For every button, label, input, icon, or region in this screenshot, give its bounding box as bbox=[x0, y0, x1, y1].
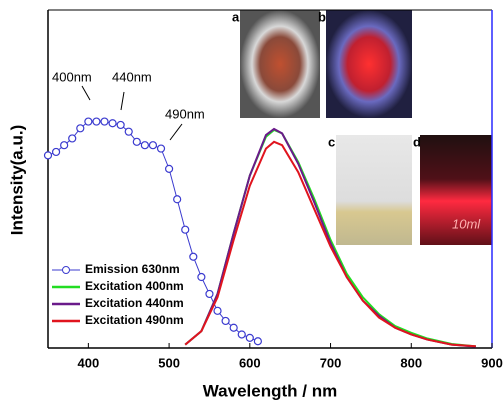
annotation: 490nm bbox=[165, 106, 205, 121]
point bbox=[101, 118, 108, 125]
legend-label: Excitation 440nm bbox=[85, 296, 184, 310]
point bbox=[182, 226, 189, 233]
annotation: 400nm bbox=[52, 69, 92, 84]
point bbox=[125, 128, 132, 135]
point bbox=[141, 142, 148, 149]
point bbox=[206, 290, 213, 297]
point bbox=[198, 274, 205, 281]
arrow bbox=[170, 124, 182, 140]
point bbox=[190, 253, 197, 260]
point bbox=[214, 307, 221, 314]
legend-label: Emission 630nm bbox=[85, 262, 180, 276]
point bbox=[69, 135, 76, 142]
x-tick-label: 500 bbox=[158, 355, 180, 370]
legend-label: Excitation 400nm bbox=[85, 279, 184, 293]
photo-a bbox=[240, 10, 320, 118]
photo-label: d bbox=[413, 134, 421, 149]
point bbox=[61, 142, 68, 149]
arrow bbox=[82, 86, 90, 100]
point bbox=[238, 331, 245, 338]
photo-label: b bbox=[318, 9, 326, 24]
point bbox=[93, 118, 100, 125]
point bbox=[149, 142, 156, 149]
y-axis-label: Intensity(a.u.) bbox=[7, 125, 26, 236]
point bbox=[109, 120, 116, 127]
point bbox=[77, 125, 84, 132]
x-axis-label: Wavelength / nm bbox=[203, 381, 337, 400]
photo-label: a bbox=[232, 9, 240, 24]
arrow bbox=[121, 92, 124, 110]
chart: 10ml Wavelength / nm Intensity(a.u.) 400… bbox=[0, 0, 503, 404]
legend-marker bbox=[63, 267, 70, 274]
point bbox=[230, 324, 237, 331]
photo-label: c bbox=[328, 134, 335, 149]
photo-text: 10ml bbox=[452, 216, 481, 231]
point bbox=[53, 148, 60, 155]
x-tick-label: 900 bbox=[481, 355, 503, 370]
point bbox=[117, 121, 124, 128]
x-tick-label: 400 bbox=[78, 355, 100, 370]
annotation: 440nm bbox=[112, 69, 152, 84]
point bbox=[133, 138, 140, 145]
photo-c bbox=[336, 135, 412, 245]
point bbox=[246, 334, 253, 341]
point bbox=[166, 165, 173, 172]
x-tick-label: 600 bbox=[239, 355, 261, 370]
x-tick-label: 700 bbox=[320, 355, 342, 370]
point bbox=[45, 152, 52, 159]
point bbox=[158, 145, 165, 152]
point bbox=[85, 118, 92, 125]
point bbox=[222, 317, 229, 324]
legend-label: Excitation 490nm bbox=[85, 313, 184, 327]
point bbox=[254, 338, 261, 345]
point bbox=[174, 196, 181, 203]
photo-b bbox=[326, 10, 412, 118]
x-tick-label: 800 bbox=[400, 355, 422, 370]
